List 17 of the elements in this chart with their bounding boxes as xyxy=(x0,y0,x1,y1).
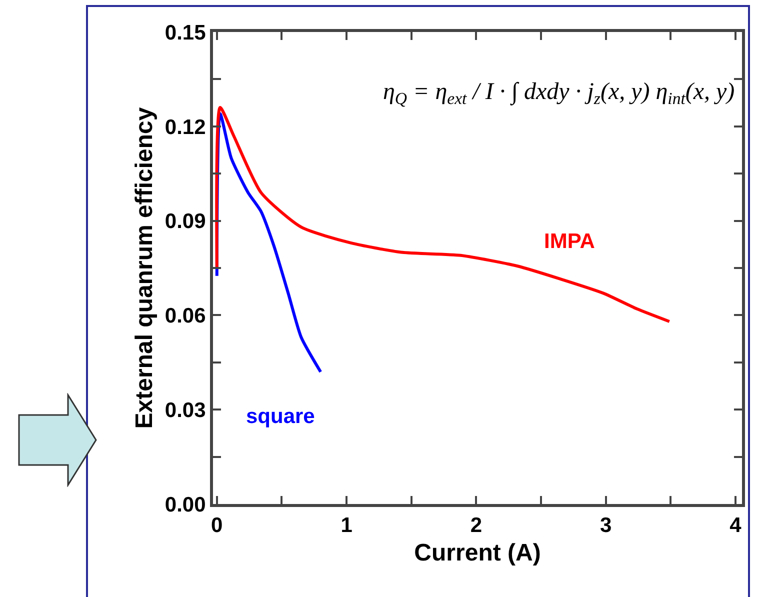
y-tick-label: 0.00 xyxy=(164,493,206,516)
x-axis-title: Current (A) xyxy=(414,540,541,566)
x-tick-label: 3 xyxy=(600,514,612,538)
x-tick-label: 0 xyxy=(211,514,223,538)
y-tick-label: 0.06 xyxy=(164,304,206,328)
series-label: square xyxy=(246,405,315,428)
y-axis-title: External quanrum efficiency xyxy=(131,106,158,429)
x-tick-label: 4 xyxy=(730,514,742,538)
y-tick-label: 0.03 xyxy=(164,398,206,422)
y-tick-label: 0.12 xyxy=(164,116,206,139)
x-tick-label: 1 xyxy=(340,514,353,538)
x-tick-label: 2 xyxy=(470,514,482,538)
series-label: IMPA xyxy=(544,230,595,253)
y-tick-label: 0.15 xyxy=(164,21,206,44)
y-tick-label: 0.09 xyxy=(164,210,206,234)
line-series xyxy=(215,106,671,323)
text: η$_{Q}$ = η$_{ext}$ / I · ∫ dxdy · j$_{z}$(x, y) η$_{int}$(x, y) xyxy=(383,79,735,108)
